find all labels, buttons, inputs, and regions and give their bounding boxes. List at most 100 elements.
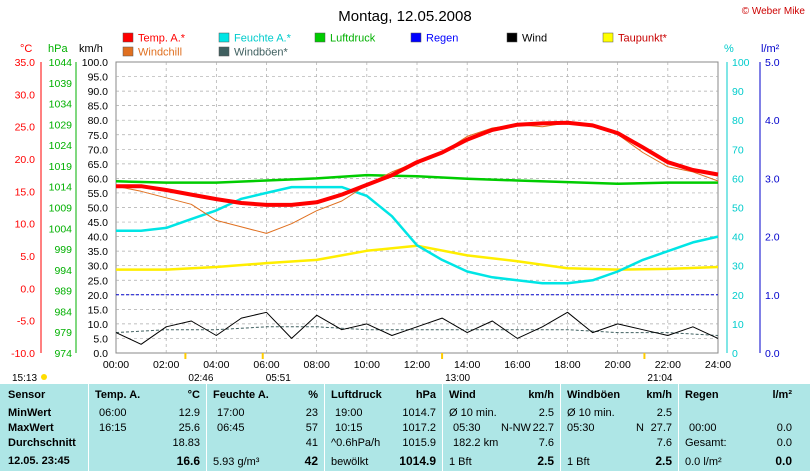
temp-tick-label: -5.0: [17, 316, 35, 328]
wind-tick-label: 90.0: [88, 86, 109, 98]
pressure-tick-label: 1044: [49, 57, 73, 69]
gust-max-time: 05:30: [567, 422, 595, 434]
row-label-current: 12.05. 23:45: [8, 455, 70, 467]
rain-column: Regen l/m² 00:00 0.0 Gesamt: 0.0 0.0 l/m…: [679, 384, 810, 471]
pressure-min-value: 1014.7: [402, 407, 436, 419]
pressure-tick-label: 994: [54, 265, 72, 277]
legend-swatch: [602, 32, 614, 43]
pressure-tick-label: 1029: [49, 119, 73, 131]
legend-swatch: [218, 46, 230, 57]
pressure-tick-label: 1009: [49, 203, 73, 215]
pressure-tick-label: 999: [54, 244, 72, 256]
humidity-absolute: 5.93 g/m³: [213, 456, 260, 468]
legend-label: Windböen*: [234, 47, 289, 59]
gust-mean-value: 7.6: [656, 437, 672, 449]
rain-max-time: 00:00: [689, 422, 717, 434]
wind-max-direction: N-NW: [501, 422, 531, 434]
legend: Temp. A.* Feuchte A.* Luftdruck Regen Wind Ta…: [122, 32, 668, 59]
x-tick-label: 22:00: [655, 359, 681, 371]
x-tick-label: 18:00: [554, 359, 580, 371]
rain-tick-label: 4.0: [765, 115, 780, 127]
rain-axis-unit: l/m²: [761, 43, 780, 55]
pressure-tick-label: 1019: [49, 161, 73, 173]
legend-label: Windchill: [138, 47, 182, 59]
row-label-max: MaxWert: [8, 422, 54, 434]
humidity-max-value: 57: [305, 422, 318, 434]
pressure-tick-label: 974: [54, 348, 72, 360]
pressure-tick-label: 989: [54, 286, 72, 298]
stats-table: Sensor MinWert MaxWert Durchschnitt 12.0…: [0, 384, 810, 471]
humidity-tick-label: 60: [732, 173, 744, 185]
legend-label: Luftdruck: [330, 33, 376, 45]
pressure-tick-label: 1014: [49, 182, 73, 194]
rain-max-value: 0.0: [776, 422, 792, 434]
pressure-tick-label: 1024: [49, 140, 73, 152]
humidity-tick-label: 50: [732, 203, 744, 215]
sensor-column: Sensor MinWert MaxWert Durchschnitt 12.0…: [0, 384, 88, 471]
gust-max-value: 27.7: [650, 422, 672, 434]
sensor-header: Sensor: [8, 389, 46, 401]
humidity-min-value: 23: [305, 407, 318, 419]
wind-axis-unit: km/h: [79, 43, 103, 55]
wind-unit: km/h: [528, 389, 554, 401]
humidity-tick-label: 40: [732, 232, 744, 244]
rain-tick-label: 5.0: [765, 57, 780, 69]
rain-current-value: 0.0: [775, 454, 792, 468]
pressure-trend: ^0.6hPa/h: [331, 437, 381, 449]
temp-tick-label: 5.0: [20, 251, 35, 263]
rain-total-label: Gesamt:: [685, 437, 727, 449]
legend-swatch: [122, 32, 134, 43]
time-marker-label: 21:04: [647, 373, 672, 384]
humidity-axis-unit: %: [724, 43, 734, 55]
wind-tick-label: 75.0: [88, 130, 109, 142]
row-label-min: MinWert: [8, 407, 52, 419]
wind-tick-label: 25.0: [88, 275, 109, 287]
x-tick-label: 24:00: [705, 359, 731, 371]
wind-tick-label: 85.0: [88, 101, 109, 113]
wind-tick-label: 60.0: [88, 173, 109, 185]
series-luftdruck: [115, 173, 718, 186]
pressure-avg-value: 1015.9: [402, 437, 436, 449]
wind-tick-label: 70.0: [88, 144, 109, 156]
temp-tick-label: 25.0: [15, 122, 36, 134]
pressure-header: Luftdruck: [331, 389, 382, 401]
chart-title: Montag, 12.05.2008: [338, 8, 471, 25]
series-group: [115, 120, 719, 345]
legend-label: Feuchte A.*: [234, 33, 292, 45]
legend-swatch: [410, 32, 422, 43]
pressure-tick-label: 984: [54, 306, 72, 318]
gust-header: Windböen: [567, 389, 621, 401]
temp-column: Temp. A. °C 06:00 12.9 16:15 25.6 18.83 …: [89, 384, 206, 471]
wind-tick-label: 15.0: [88, 304, 109, 316]
wind-tick-label: 30.0: [88, 261, 109, 273]
wind-run: 182.2 km: [453, 437, 499, 449]
wind-avg-label: Ø 10 min.: [449, 407, 497, 419]
wind-tick-label: 10.0: [88, 319, 109, 331]
humidity-min-time: 17:00: [217, 407, 245, 419]
wind-mean-value: 7.6: [538, 437, 554, 449]
legend-label: Taupunkt*: [618, 33, 668, 45]
series-feuchtea: [116, 185, 719, 285]
legend-swatch: [122, 46, 134, 57]
temp-axis-unit: °C: [20, 43, 32, 55]
wind-tick-label: 95.0: [88, 72, 109, 84]
temp-max-value: 25.6: [178, 422, 200, 434]
wind-bft: 1 Bft: [449, 456, 472, 468]
weather-chart: Montag, 12.05.2008 © Weber Mike Temp. A.…: [11, 6, 806, 384]
wind-tick-label: 65.0: [88, 159, 109, 171]
x-tick-label: 06:00: [253, 359, 279, 371]
time-marker-label: 02:46: [188, 373, 213, 384]
x-tick-label: 02:00: [153, 359, 179, 371]
time-markers: 02:46 05:51 13:00 21:04 15:13: [12, 353, 673, 384]
wind-tick-label: 55.0: [88, 188, 109, 200]
time-marker-label: 05:51: [266, 373, 291, 384]
x-tick-label: 16:00: [504, 359, 530, 371]
wind-tick-label: 100.0: [82, 57, 108, 69]
legend-swatch: [314, 32, 326, 43]
x-tick-label: 04:00: [203, 359, 229, 371]
humidity-tick-label: 80: [732, 115, 744, 127]
wind-tick-label: 20.0: [88, 290, 109, 302]
x-tick-label: 08:00: [304, 359, 330, 371]
pressure-current-value: 1014.9: [399, 454, 436, 468]
pressure-min-time: 19:00: [335, 407, 363, 419]
